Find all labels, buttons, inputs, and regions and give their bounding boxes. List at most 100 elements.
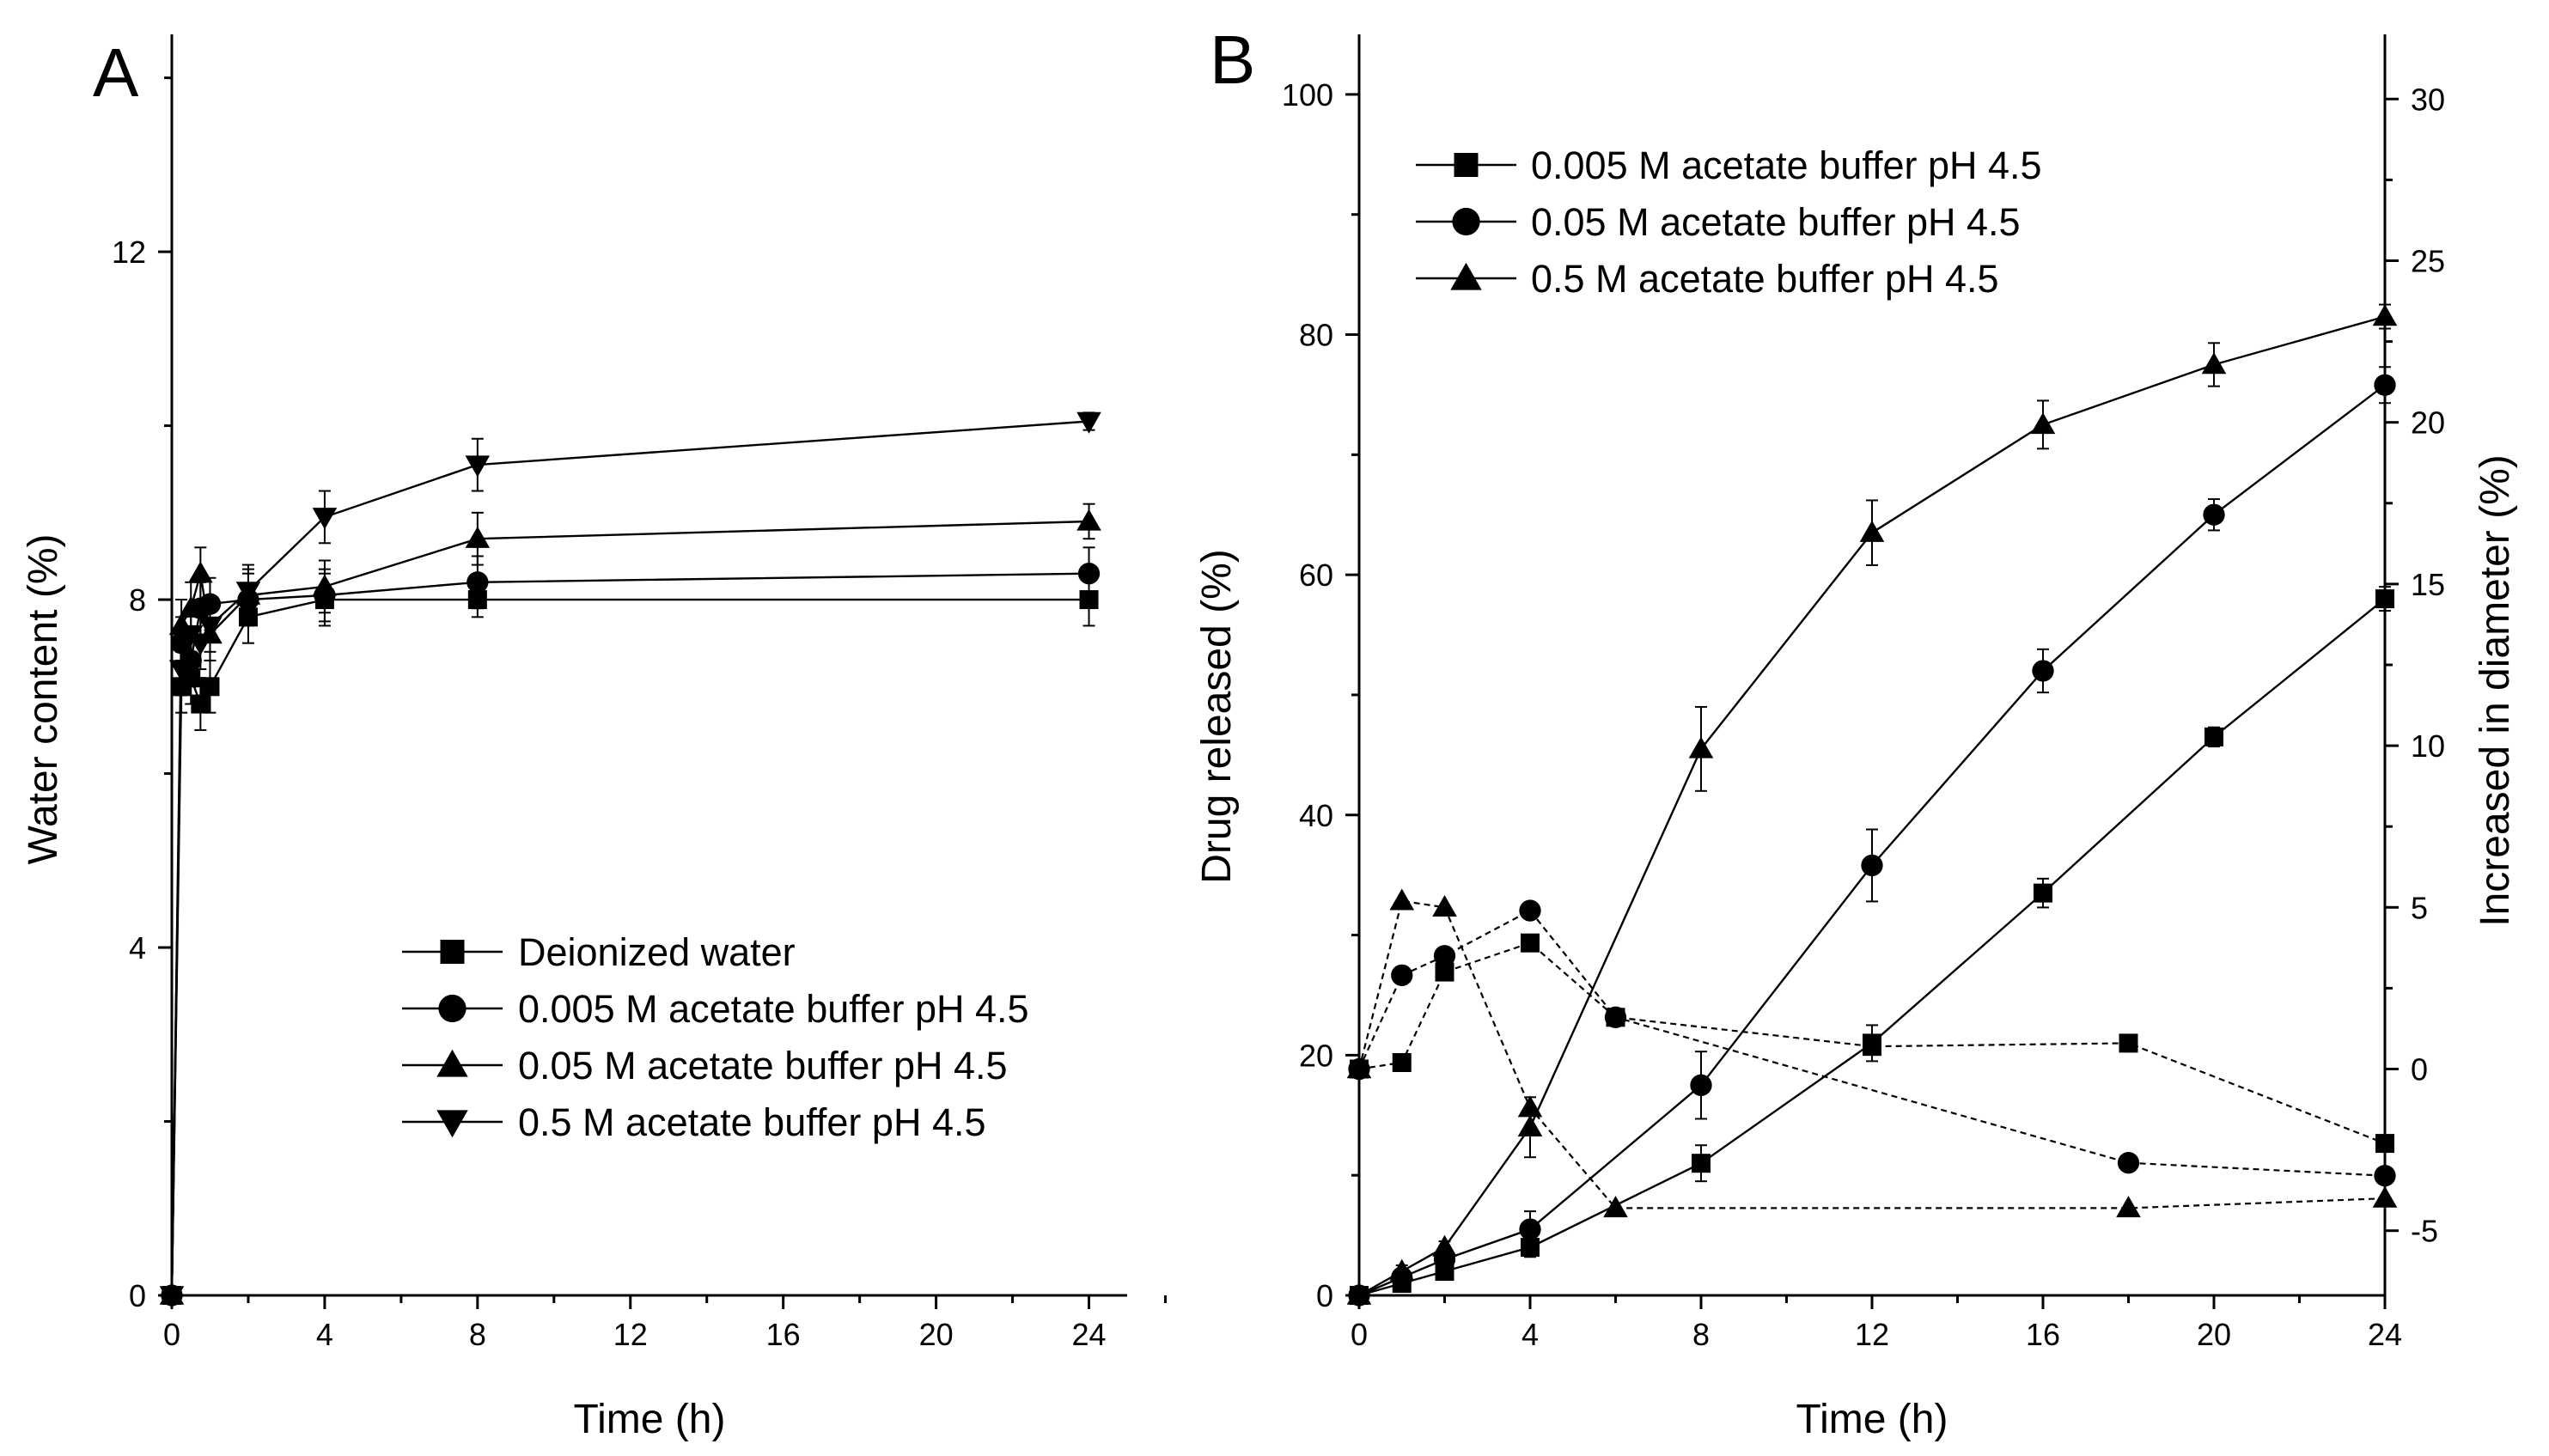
y2-tick-label: 30 xyxy=(2411,82,2445,117)
series-line-b-2 xyxy=(1358,315,2386,1297)
y-tick-label: 4 xyxy=(129,930,146,966)
data-point xyxy=(467,571,489,594)
data-point xyxy=(312,508,338,530)
data-point xyxy=(1863,1037,1881,1057)
y2-tick-label: 25 xyxy=(2411,243,2445,278)
legend-marker xyxy=(1452,207,1480,236)
series-line-b-0 xyxy=(1358,598,2386,1297)
data-point xyxy=(2032,660,2054,682)
data-point xyxy=(2372,1185,2398,1208)
y2-tick-label: -5 xyxy=(2411,1214,2438,1249)
legend-marker xyxy=(440,940,465,964)
legend-label: Deionized water xyxy=(518,930,796,974)
legend-label: 0.5 M acetate buffer pH 4.5 xyxy=(1531,257,1999,301)
panel-a: A 0 4 8 12 16 20 24 0 4 8 12 Time (h) Water content (… xyxy=(21,34,1167,1442)
y-tick-label: 20 xyxy=(1299,1038,1333,1073)
x-axis-label: Time (h) xyxy=(574,1397,726,1442)
data-point xyxy=(1346,1057,1372,1079)
data-point xyxy=(465,455,491,478)
y-tick-label: 60 xyxy=(1299,557,1333,593)
data-point xyxy=(1391,964,1413,987)
data-point xyxy=(2204,727,2223,746)
data-point xyxy=(2030,412,2056,435)
legend-marker xyxy=(438,994,467,1023)
legend-label: 0.005 M acetate buffer pH 4.5 xyxy=(518,987,1029,1031)
panel-letter-a: A xyxy=(93,34,139,111)
data-point xyxy=(188,561,213,583)
data-point xyxy=(235,582,261,604)
data-point xyxy=(191,694,210,714)
data-point xyxy=(1517,1095,1543,1118)
data-point xyxy=(465,526,491,548)
legend-marker xyxy=(1450,262,1482,290)
y-tick-label: 100 xyxy=(1282,77,1333,113)
panel-b: B 0 4 8 12 16 20 24 0 20 40 60 80 100 -5 0 5 10 15 20 25 30 Ti… xyxy=(1194,21,2518,1442)
series-a-2 xyxy=(159,503,1101,1305)
data-point xyxy=(1519,1218,1541,1240)
y2-tick-label: 15 xyxy=(2411,567,2445,602)
legend-item: 0.5 M acetate buffer pH 4.5 xyxy=(1416,257,1999,301)
data-point xyxy=(168,660,194,682)
legend-item: Deionized water xyxy=(402,930,796,974)
series-b-2 xyxy=(1346,303,2398,1305)
x-tick-label: 16 xyxy=(766,1317,801,1352)
series-b-0 xyxy=(1350,586,2394,1305)
data-point xyxy=(1389,888,1415,911)
data-point xyxy=(1346,1282,1372,1305)
legend-item: 0.05 M acetate buffer pH 4.5 xyxy=(1416,200,2021,244)
series-b-3 xyxy=(1350,933,2394,1154)
legend-label: 0.05 M acetate buffer pH 4.5 xyxy=(518,1044,1008,1087)
data-point xyxy=(2372,304,2398,326)
y-tick-label: 0 xyxy=(129,1278,146,1313)
data-point xyxy=(1521,933,1540,953)
legend-marker xyxy=(436,1110,468,1138)
x-tick-label: 0 xyxy=(163,1317,180,1352)
x-tick-label: 20 xyxy=(919,1317,954,1352)
data-point xyxy=(1435,962,1454,982)
data-point xyxy=(1861,854,1883,877)
data-point xyxy=(1077,563,1101,585)
legend-label: 0.5 M acetate buffer pH 4.5 xyxy=(518,1100,986,1144)
data-point xyxy=(2203,503,2225,526)
x-tick-label: 20 xyxy=(2197,1317,2231,1352)
series-a-3 xyxy=(159,411,1101,1308)
data-point xyxy=(1690,1074,1712,1096)
data-point xyxy=(200,677,220,697)
y2-tick-label: 10 xyxy=(2411,728,2445,764)
data-point xyxy=(1519,899,1541,922)
x-tick-label: 0 xyxy=(1351,1317,1368,1352)
y-tick-label: 40 xyxy=(1299,798,1333,833)
data-point xyxy=(188,633,213,655)
y-axis-label: Drug released (%) xyxy=(1194,549,1240,883)
series-b-1 xyxy=(1348,366,2396,1307)
data-point xyxy=(2119,1033,2138,1053)
data-point xyxy=(2034,883,2052,903)
data-point xyxy=(1859,520,1885,542)
panel-letter-b: B xyxy=(1210,21,1255,98)
data-point xyxy=(1603,1196,1628,1218)
x-tick-label: 4 xyxy=(316,1317,333,1352)
y-axis-label: Water content (%) xyxy=(21,533,66,864)
series-a-1 xyxy=(161,546,1101,1307)
data-point xyxy=(1392,1052,1412,1072)
legend-item: 0.005 M acetate buffer pH 4.5 xyxy=(402,987,1029,1031)
data-point xyxy=(159,1286,185,1308)
data-point xyxy=(1517,1114,1543,1136)
legend-item: 0.05 M acetate buffer pH 4.5 xyxy=(402,1044,1008,1087)
data-point xyxy=(198,616,223,638)
legend: Deionized water 0.005 M acetate buffer pH… xyxy=(402,930,1029,1144)
legend-marker xyxy=(1454,153,1479,177)
x-tick-label: 12 xyxy=(613,1317,648,1352)
series-line-b-3 xyxy=(1358,941,2386,1145)
series-line-a-3 xyxy=(170,420,1089,1296)
data-point xyxy=(312,574,338,596)
series-b-5 xyxy=(1346,888,2398,1218)
series-line-a-2 xyxy=(170,520,1089,1296)
data-point xyxy=(1433,945,1456,967)
x-tick-label: 4 xyxy=(1521,1317,1539,1352)
y2-tick-label: 0 xyxy=(2411,1052,2428,1087)
x-tick-label: 24 xyxy=(1071,1317,1106,1352)
x-tick-label: 8 xyxy=(1692,1317,1710,1352)
data-point xyxy=(1432,895,1457,917)
data-point xyxy=(1076,509,1101,531)
